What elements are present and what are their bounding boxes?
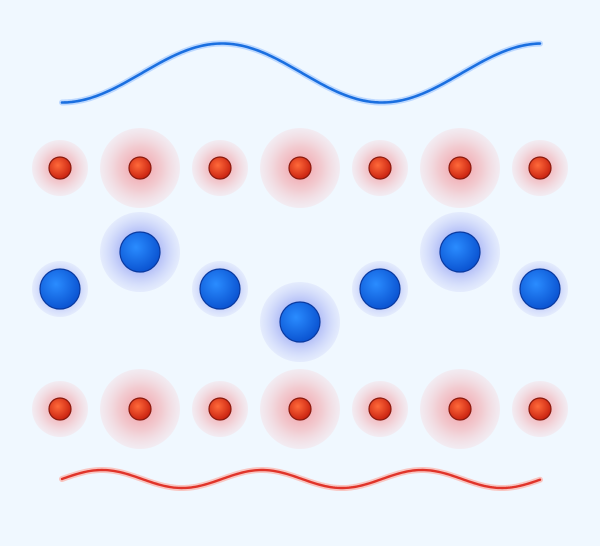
top-row-atom-7-core — [528, 156, 552, 180]
bottom-row-atom-7-core — [528, 397, 552, 421]
middle-row-atom-3-core — [199, 268, 241, 310]
middle-row-atom-7-core — [519, 268, 561, 310]
top-row-red-atoms — [32, 128, 568, 208]
bottom-row-red-atoms — [32, 369, 568, 449]
bottom-row-atom-2-core — [128, 397, 152, 421]
bottom-row-atom-3-core — [208, 397, 232, 421]
top-row-atom-2-core — [128, 156, 152, 180]
middle-row-atom-4-core — [279, 301, 321, 343]
bottom-wave — [60, 468, 542, 490]
bottom-row-atom-6-core — [448, 397, 472, 421]
top-row-atom-4-core — [288, 156, 312, 180]
top-row-atom-6-core — [448, 156, 472, 180]
top-wave — [60, 42, 542, 104]
middle-row-atom-5-core — [359, 268, 401, 310]
top-row-atom-3-core — [208, 156, 232, 180]
bottom-row-atom-1-core — [48, 397, 72, 421]
middle-row-atom-6-core — [439, 231, 481, 273]
bottom-row-atom-5-core — [368, 397, 392, 421]
middle-row-blue-atoms — [32, 212, 568, 362]
bottom-row-atom-4-core — [288, 397, 312, 421]
top-row-atom-1-core — [48, 156, 72, 180]
middle-row-atom-1-core — [39, 268, 81, 310]
middle-row-atom-2-core — [119, 231, 161, 273]
top-row-atom-5-core — [368, 156, 392, 180]
